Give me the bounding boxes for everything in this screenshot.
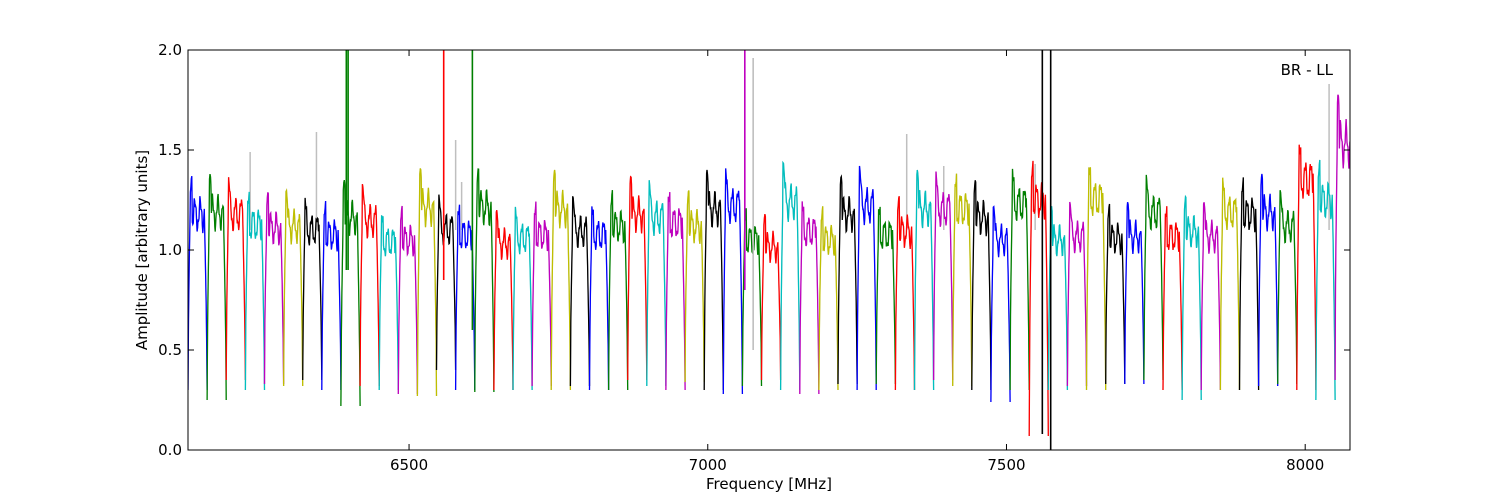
x-tick-label: 6500 [390, 456, 428, 474]
x-tick-label: 7000 [689, 456, 727, 474]
y-tick-label: 1.5 [158, 141, 182, 159]
y-axis-label: Amplitude [arbitrary units] [133, 150, 151, 350]
y-tick-label: 2.0 [158, 41, 182, 59]
x-tick-label: 7500 [987, 456, 1025, 474]
x-axis-label: Frequency [MHz] [706, 475, 832, 493]
series-annotation: BR - LL [1281, 61, 1334, 79]
x-tick-label: 8000 [1286, 456, 1324, 474]
y-tick-label: 1.0 [158, 241, 182, 259]
y-tick-label: 0.5 [158, 341, 182, 359]
y-tick-label: 0.0 [158, 441, 182, 459]
